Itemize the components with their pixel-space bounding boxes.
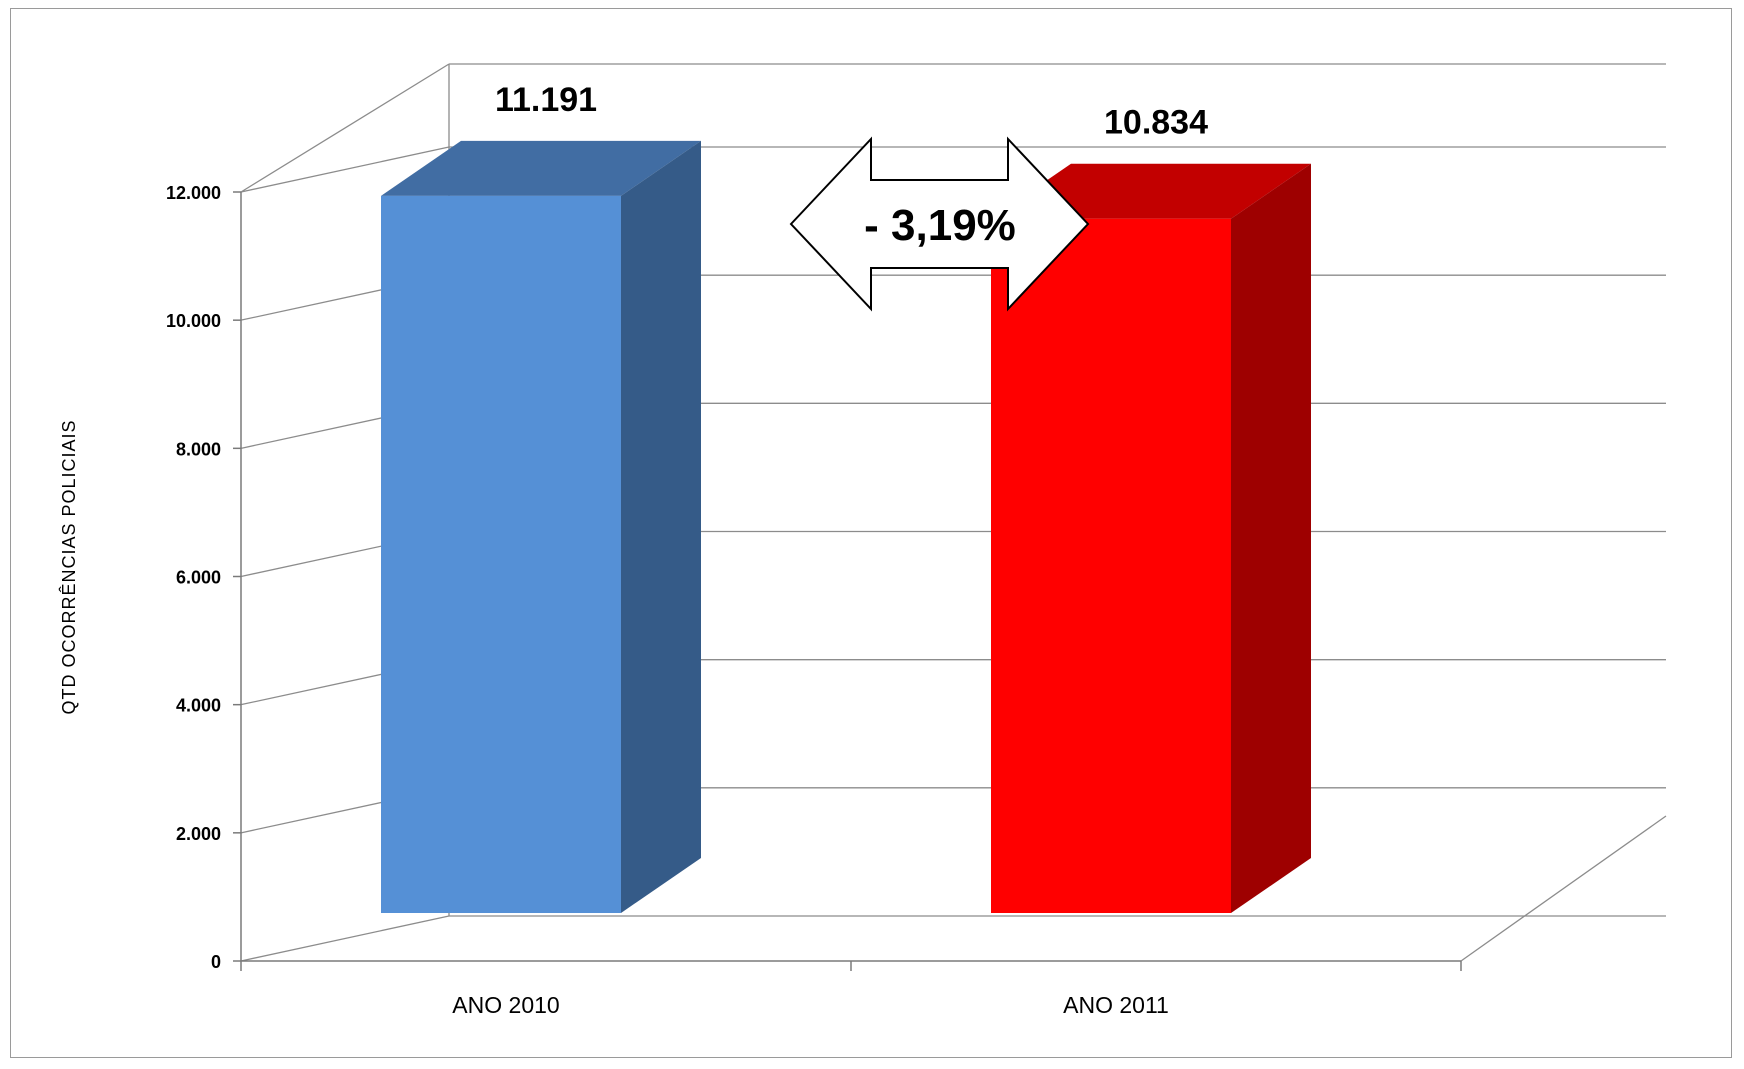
- data-label: 11.191: [495, 81, 597, 119]
- bar-front-face: [381, 195, 621, 914]
- bar-side-face: [1231, 163, 1311, 913]
- y-axis-title: QTD OCORRÊNCIAS POLICIAIS: [59, 419, 79, 714]
- y-tick-label: 10.000: [166, 311, 221, 331]
- bar-2: [991, 163, 1311, 913]
- change-annotation: - 3,19%: [789, 136, 1090, 312]
- bar-front-face: [991, 218, 1231, 913]
- data-label: 10.834: [1104, 104, 1208, 142]
- label-layer: 0 2.000 4.000 6.000 8.000 10.000 12.000 11.191 A…: [166, 81, 1208, 1018]
- axis-layer: [233, 191, 1462, 971]
- chart-frame: 0 2.000 4.000 6.000 8.000 10.000 12.000 11.191 A…: [10, 8, 1732, 1058]
- floor-right-edge: [1460, 815, 1667, 962]
- change-percent-label: - 3,19%: [864, 201, 1016, 250]
- bar-layer: [381, 140, 1311, 914]
- y-tick-label: 4.000: [176, 696, 221, 716]
- side-wall-edge: [240, 63, 450, 193]
- side-wall-gridline: [240, 915, 450, 962]
- x-category-label: ANO 2011: [1063, 992, 1169, 1018]
- side-wall-gridline: [240, 146, 450, 193]
- y-tick-label: 2.000: [176, 824, 221, 844]
- y-tick-label: 6.000: [176, 568, 221, 588]
- bar-chart: 0 2.000 4.000 6.000 8.000 10.000 12.000 11.191 A…: [59, 63, 1667, 1018]
- x-category-label: ANO 2010: [452, 992, 559, 1018]
- bar-side-face: [621, 140, 701, 914]
- y-tick-label: 12.000: [166, 183, 221, 203]
- y-tick-label: 0: [211, 952, 221, 972]
- bar-1: [381, 140, 701, 914]
- bar-top-face: [381, 140, 701, 196]
- double-arrow-icon: [789, 136, 1090, 312]
- y-tick-label: 8.000: [176, 439, 221, 459]
